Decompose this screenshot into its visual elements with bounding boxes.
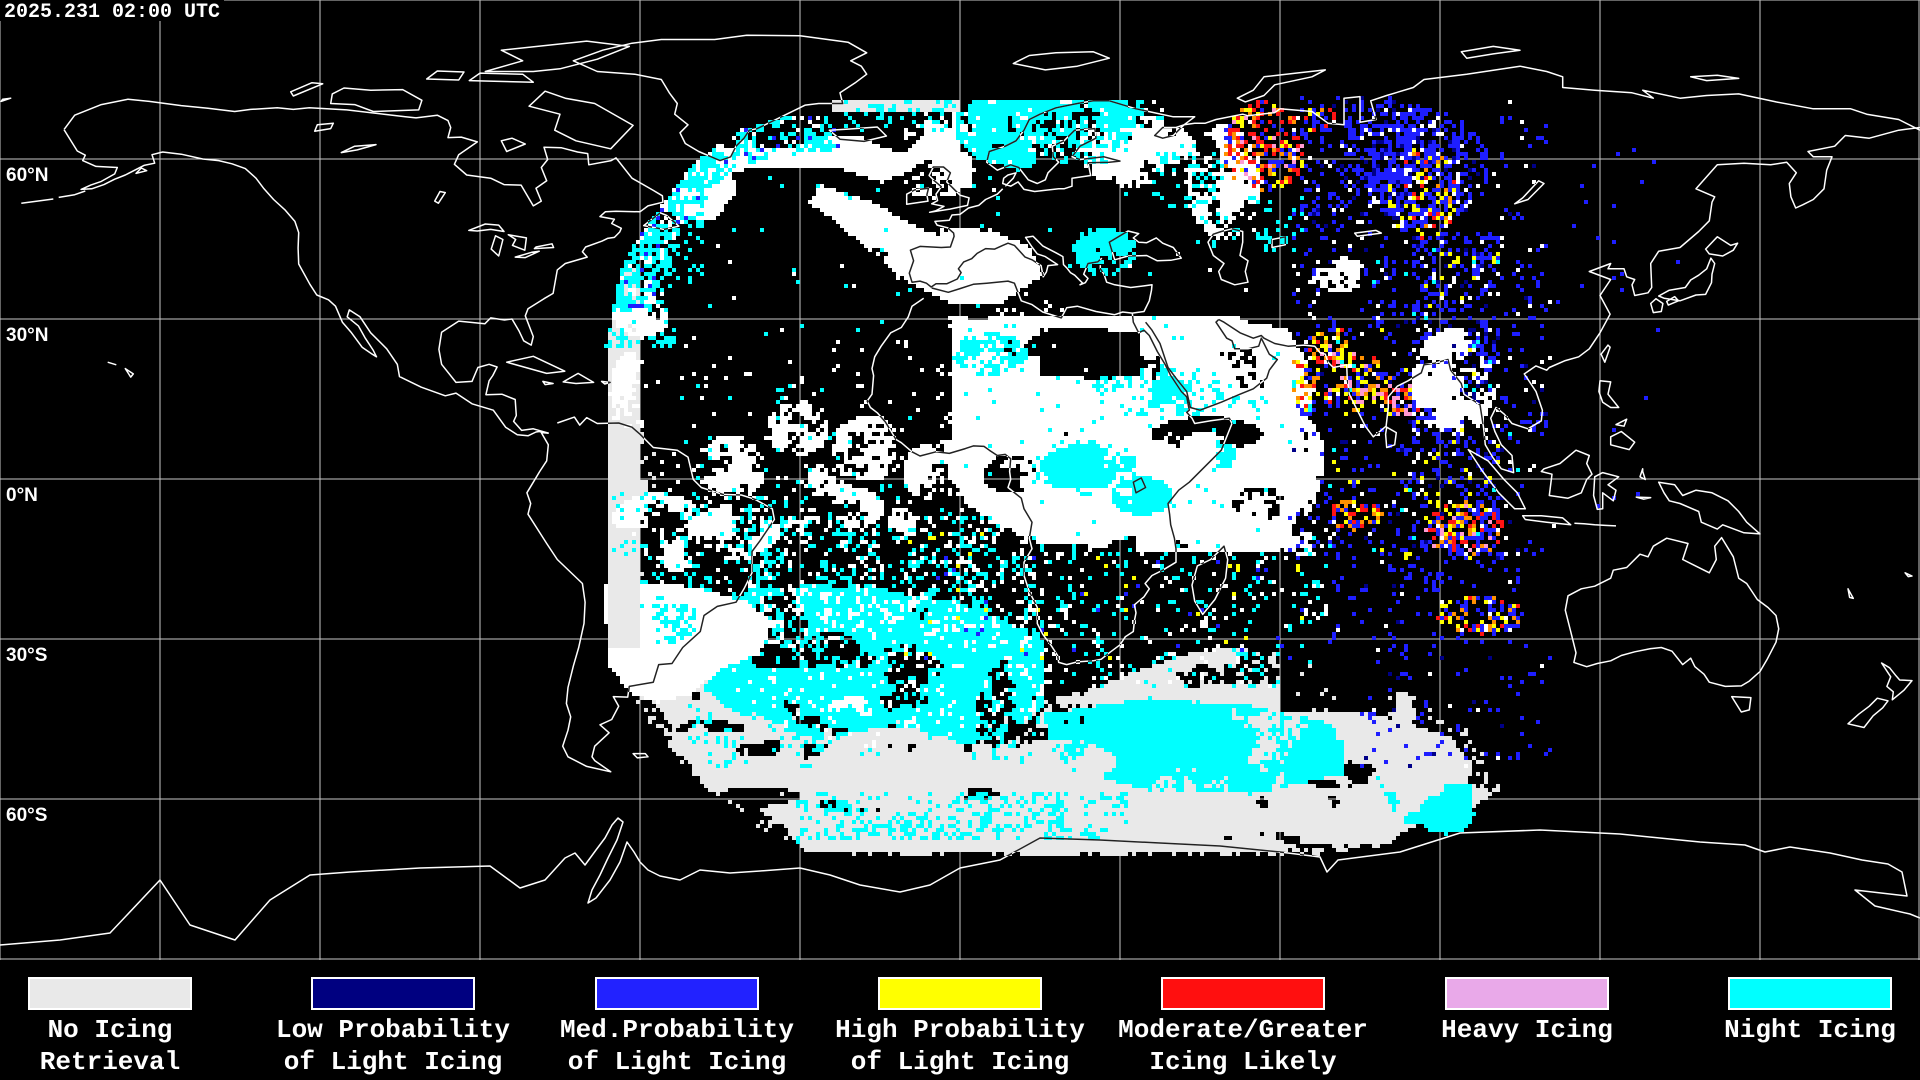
svg-text:of Light Icing: of Light Icing — [851, 1047, 1069, 1077]
svg-text:0°N: 0°N — [6, 485, 38, 506]
svg-text:60°N: 60°N — [6, 165, 48, 186]
svg-text:Low Probability: Low Probability — [276, 1015, 510, 1045]
svg-text:Moderate/Greater: Moderate/Greater — [1118, 1015, 1368, 1045]
svg-text:60°S: 60°S — [6, 805, 47, 826]
svg-text:Retrieval: Retrieval — [40, 1047, 180, 1077]
svg-text:30°N: 30°N — [6, 325, 48, 346]
svg-text:High Probability: High Probability — [835, 1015, 1085, 1045]
svg-text:of Light Icing: of Light Icing — [568, 1047, 786, 1077]
svg-text:of Light Icing: of Light Icing — [284, 1047, 502, 1077]
svg-text:No Icing: No Icing — [48, 1015, 173, 1045]
svg-text:30°S: 30°S — [6, 645, 47, 666]
svg-text:Night Icing: Night Icing — [1724, 1015, 1896, 1045]
svg-text:Icing Likely: Icing Likely — [1149, 1047, 1337, 1077]
svg-text:2025.231 02:00 UTC: 2025.231 02:00 UTC — [4, 1, 220, 24]
svg-text:Med.Probability: Med.Probability — [560, 1015, 794, 1045]
svg-text:Heavy Icing: Heavy Icing — [1441, 1015, 1613, 1045]
